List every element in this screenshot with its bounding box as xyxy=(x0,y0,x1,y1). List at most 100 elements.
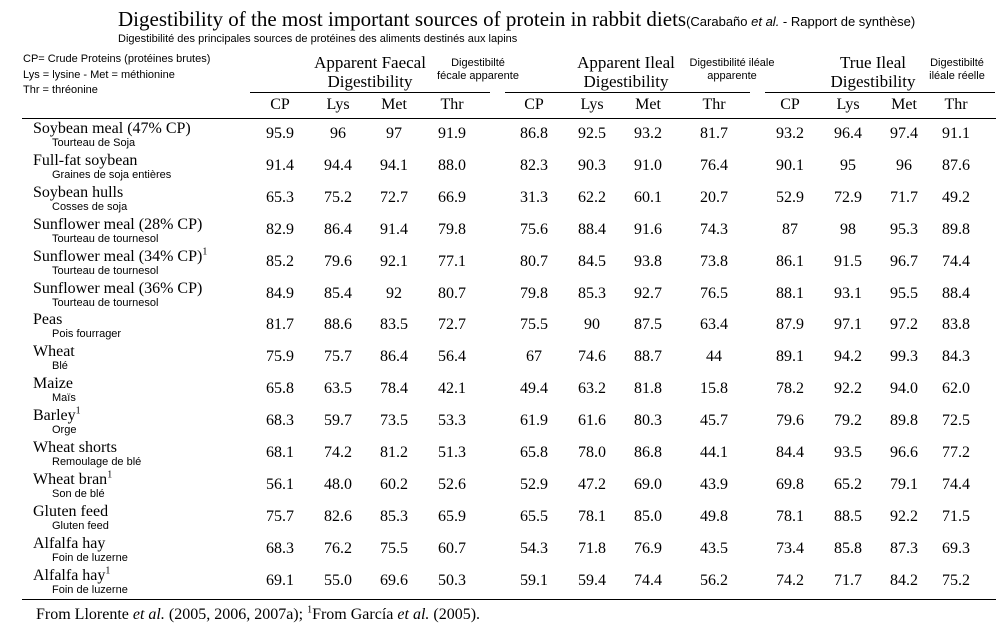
cell-thr: 88.0 xyxy=(438,156,466,174)
cell-met: 84.2 xyxy=(890,571,918,589)
cell-met: 81.8 xyxy=(634,380,662,398)
table-row: Sunflower meal (34% CP)1 Tourteau de tour… xyxy=(0,247,1000,280)
row-label: Gluten feed xyxy=(33,503,108,521)
cell-met: 75.5 xyxy=(380,539,408,557)
row-label-text: Sunflower meal (36% CP) xyxy=(33,279,203,297)
cell-thr: 51.3 xyxy=(438,444,466,461)
row-label-text: Wheat bran xyxy=(33,470,108,488)
cell-thr: 77.1 xyxy=(438,252,466,270)
legend-line-lys-met: Lys = lysine - Met = méthionine xyxy=(23,69,175,81)
cell-lys: 90 xyxy=(584,316,600,334)
column-header-lys: Lys xyxy=(836,96,860,113)
row-label-fr: Tourteau de tournesol xyxy=(52,232,159,245)
cell-thr: 69.3 xyxy=(942,539,970,557)
cell-met: 95.5 xyxy=(890,284,918,302)
row-label-fr: Cosses de soja xyxy=(52,200,128,213)
row-label: Peas xyxy=(33,311,62,329)
cell-cp: 80.7 xyxy=(520,252,548,270)
cell-thr: 60.7 xyxy=(438,539,466,557)
table-row: Wheat shorts Remoulage de blé 68.1 74.2 81.2… xyxy=(0,439,1000,471)
cell-thr: 62.0 xyxy=(942,380,970,398)
column-header-met: Met xyxy=(381,96,407,113)
row-label-text: Gluten feed xyxy=(33,502,109,520)
cell-cp: 79.8 xyxy=(520,284,548,302)
table-row: Barley1 Orge 68.3 59.7 73.5 53.3 61.9 61.6 80.3 4… xyxy=(0,406,1000,439)
cell-thr: 43.5 xyxy=(700,539,728,557)
cell-met: 69.0 xyxy=(634,475,662,493)
cell-cp: 90.1 xyxy=(776,156,804,174)
footnote-sup: 1 xyxy=(307,604,313,616)
cell-thr: 20.7 xyxy=(700,188,728,206)
page-title: Digestibility of the most important sour… xyxy=(118,7,915,32)
cell-lys: 85.4 xyxy=(324,284,352,302)
subtitle: Digestibilité des principales sources de… xyxy=(118,33,518,45)
cell-cp: 75.5 xyxy=(520,316,548,334)
cell-cp: 89.1 xyxy=(776,348,804,366)
group-fr-line1: Digestibilté xyxy=(451,57,505,69)
header-rule xyxy=(22,118,996,119)
row-label: Soybean meal (47% CP) xyxy=(33,120,191,138)
cell-lys: 75.7 xyxy=(324,348,352,366)
cell-lys: 78.0 xyxy=(578,444,606,461)
cell-thr: 43.9 xyxy=(700,475,728,493)
row-label: Wheat bran1 xyxy=(33,470,112,489)
cell-thr: 80.7 xyxy=(438,284,466,302)
column-header-met: Met xyxy=(635,96,661,113)
cell-cp: 78.1 xyxy=(776,507,804,525)
row-label-text: Wheat shorts xyxy=(33,439,117,456)
cell-lys: 48.0 xyxy=(324,475,352,493)
cell-cp: 81.7 xyxy=(266,316,294,334)
group-header-fr-ileal: Digestibilité iléale apparente xyxy=(680,57,784,83)
cell-thr: 84.3 xyxy=(942,348,970,366)
column-header-lys: Lys xyxy=(580,96,604,113)
footnote-part3: From García xyxy=(312,606,398,623)
cell-lys: 93.5 xyxy=(834,444,862,461)
column-header-cp: CP xyxy=(270,96,290,113)
cell-thr: 81.7 xyxy=(700,125,728,142)
cell-met: 94.0 xyxy=(890,380,918,398)
group-fr-line2: apparente xyxy=(707,70,757,82)
table-row: Full-fat soybean Graines de soja entières… xyxy=(0,152,1000,184)
cell-lys: 96 xyxy=(330,125,346,142)
cell-thr: 88.4 xyxy=(942,284,970,302)
cell-cp: 59.1 xyxy=(520,571,548,589)
row-label: Sunflower meal (28% CP) xyxy=(33,216,202,234)
table-row: Gluten feed Gluten feed 75.7 82.6 85.3 65.9 65… xyxy=(0,503,1000,535)
cell-cp: 87.9 xyxy=(776,316,804,334)
cell-cp: 86.8 xyxy=(520,125,548,142)
group-header-fr-true: Digestibilté iléale réelle xyxy=(920,57,994,83)
cell-met: 93.8 xyxy=(634,252,662,270)
cell-lys: 63.2 xyxy=(578,380,606,398)
cell-thr: 91.1 xyxy=(942,125,970,142)
table-row: Soybean hulls Cosses de soja 65.3 75.2 72.7 6… xyxy=(0,184,1000,216)
cell-cp: 69.1 xyxy=(266,571,294,589)
cell-lys: 74.6 xyxy=(578,348,606,366)
credit-etal: et al. xyxy=(751,14,780,29)
row-label: Barley1 xyxy=(33,406,81,425)
group-rule-true xyxy=(765,92,995,93)
cell-cp: 84.4 xyxy=(776,444,804,461)
cell-met: 94.1 xyxy=(380,156,408,174)
row-label-fr: Maïs xyxy=(52,392,76,405)
cell-met: 99.3 xyxy=(890,348,918,366)
cell-met: 71.7 xyxy=(890,188,918,206)
group-title-line2: Digestibility xyxy=(583,72,669,91)
cell-cp: 93.2 xyxy=(776,125,804,142)
row-label: Alfalfa hay xyxy=(33,535,105,553)
cell-lys: 78.1 xyxy=(578,507,606,525)
cell-thr: 15.8 xyxy=(700,380,728,398)
cell-lys: 86.4 xyxy=(324,220,352,238)
cell-cp: 68.1 xyxy=(266,444,294,461)
cell-lys: 88.5 xyxy=(834,507,862,525)
cell-lys: 97.1 xyxy=(834,316,862,334)
legend-line-thr: Thr = thréonine xyxy=(23,84,98,96)
group-rule-ileal xyxy=(505,92,750,93)
cell-met: 96.7 xyxy=(890,252,918,270)
column-header-cp: CP xyxy=(780,96,800,113)
cell-lys: 71.8 xyxy=(578,539,606,557)
cell-met: 97.2 xyxy=(890,316,918,334)
row-label-fr: Pois fourrager xyxy=(52,328,122,341)
cell-thr: 56.4 xyxy=(438,348,466,366)
cell-met: 91.6 xyxy=(634,220,662,238)
row-label-fr: Tourteau de Soja xyxy=(52,137,136,149)
